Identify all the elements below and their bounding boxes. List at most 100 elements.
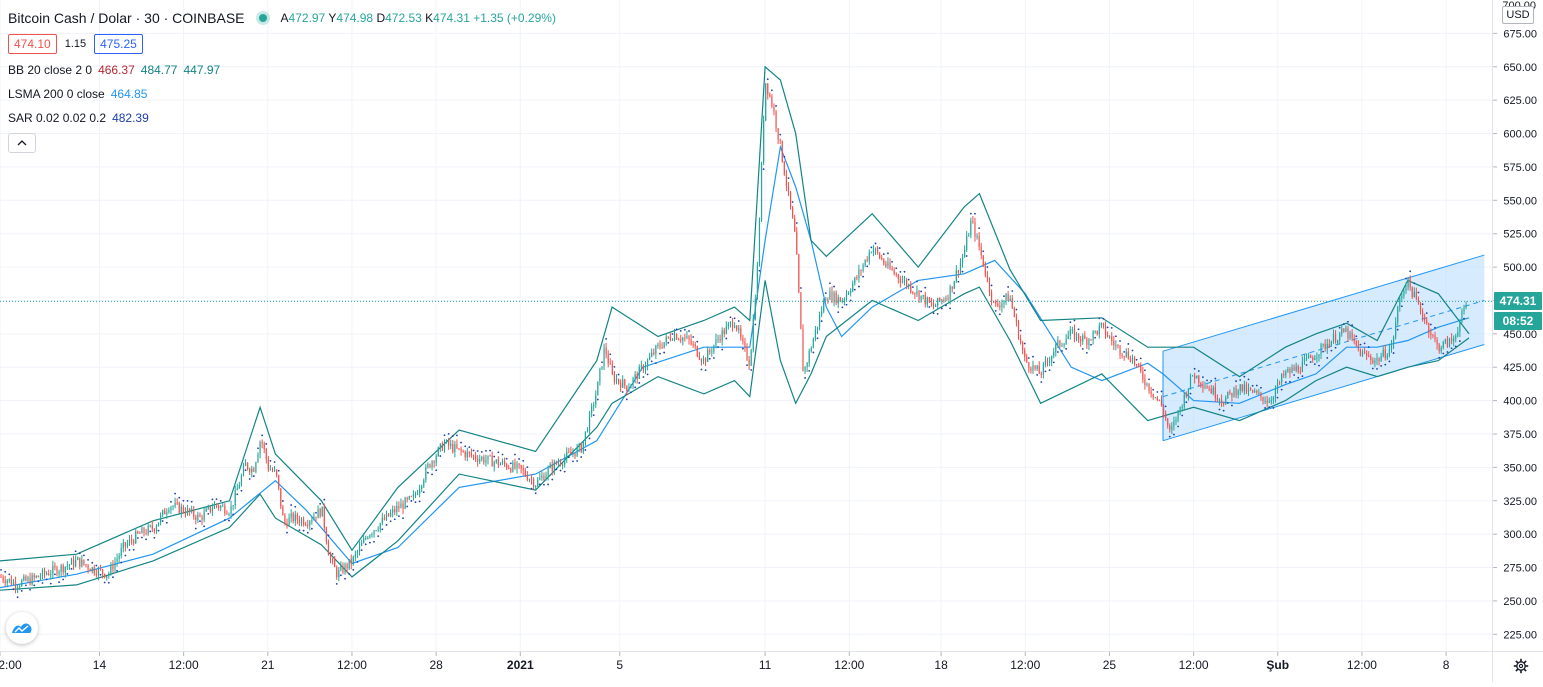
sar-dot — [634, 386, 637, 389]
candle-body — [823, 300, 825, 312]
candle-body — [21, 580, 23, 587]
currency-label[interactable]: USD — [1502, 6, 1534, 24]
indicator-sar[interactable]: SAR 0.02 0.02 0.2 482.39 — [8, 106, 556, 130]
symbol-title[interactable]: Bitcoin Cash / Dolar · 30 · COINBASE — [8, 10, 245, 26]
candle-body — [555, 461, 557, 465]
candle-body — [184, 512, 187, 515]
sar-dot — [1334, 346, 1337, 349]
sar-dot — [1305, 364, 1308, 366]
candle-body — [549, 464, 551, 469]
indicator-lsma[interactable]: LSMA 200 0 close 464.85 — [8, 82, 556, 106]
candle-body — [771, 96, 773, 107]
sar-dot — [1173, 433, 1175, 436]
candle-body — [1171, 426, 1173, 430]
candle-body — [236, 488, 238, 491]
candle-body — [373, 530, 375, 535]
candle-body — [331, 559, 334, 561]
candle-body — [1092, 331, 1094, 340]
sar-dot — [1371, 367, 1374, 370]
candle-body — [514, 462, 516, 469]
sar-dot — [252, 475, 255, 477]
candle-body — [704, 358, 707, 362]
candle-body — [984, 266, 986, 276]
candle-body — [868, 252, 870, 261]
candle-body — [159, 514, 162, 523]
candle-body — [835, 292, 837, 304]
sar-dot — [128, 549, 131, 551]
chart-area[interactable] — [0, 0, 1492, 651]
time-axis[interactable]: 2:00 14 12:00 21 12:00 28 2021 5 11 12:00 18 12:00 2… — [0, 651, 1492, 682]
sar-dot — [348, 573, 351, 575]
candle-body — [276, 469, 278, 476]
candle-body — [1457, 332, 1459, 337]
candle-body — [226, 513, 228, 515]
gear-icon[interactable] — [1510, 655, 1532, 677]
candle-body — [224, 505, 226, 514]
price-chart[interactable] — [0, 0, 1492, 651]
sar-dot — [244, 469, 247, 471]
buy-price-button[interactable]: 475.25 — [94, 34, 143, 54]
sar-dot — [1185, 401, 1188, 404]
candle-body — [1334, 334, 1337, 343]
candle-body — [244, 462, 247, 467]
candle-body — [1138, 364, 1140, 366]
sar-dot — [1181, 414, 1184, 417]
candle-body — [385, 513, 388, 520]
candle-body — [1057, 340, 1059, 344]
candle-body — [736, 325, 738, 331]
tradingview-logo-icon[interactable] — [6, 612, 38, 644]
chevron-up-icon[interactable] — [8, 133, 36, 153]
candle-body — [110, 564, 112, 574]
candle-body — [605, 347, 607, 355]
sar-dot — [936, 312, 939, 315]
candle-body — [1088, 339, 1090, 346]
sar-dot — [16, 596, 19, 599]
candle-body — [54, 565, 56, 568]
candle-body — [271, 469, 274, 471]
candle-body — [845, 293, 848, 299]
candle-body — [501, 461, 504, 464]
candle-body — [207, 506, 209, 509]
sar-dot — [290, 504, 293, 506]
candle-body — [195, 516, 197, 521]
candle-body — [1303, 358, 1306, 362]
candle-body — [371, 534, 373, 536]
candle-body — [456, 444, 458, 449]
candle-body — [1048, 361, 1051, 363]
sar-dot — [497, 451, 500, 454]
low-value: 472.53 — [385, 11, 422, 25]
candle-body — [1392, 337, 1395, 345]
sar-dot — [1090, 343, 1092, 346]
candle-body — [1442, 341, 1444, 348]
sar-dot — [464, 445, 467, 448]
candle-body — [939, 297, 941, 302]
candle-body — [400, 503, 402, 509]
candle-body — [1107, 335, 1109, 337]
candle-body — [1225, 397, 1227, 405]
candle-body — [354, 553, 356, 557]
price-tick-label: 450.00 — [1503, 329, 1537, 341]
candle-body — [2, 576, 4, 581]
candle-body — [1328, 344, 1330, 347]
sar-dot — [841, 306, 844, 309]
candle-body — [829, 291, 831, 300]
candle-body — [124, 542, 126, 547]
sar-dot — [451, 435, 454, 437]
candle-body — [1395, 322, 1397, 338]
candle-body — [429, 464, 431, 468]
candle-body — [899, 278, 901, 283]
candle-body — [278, 475, 280, 489]
sar-dot — [381, 528, 384, 531]
indicator-bb[interactable]: BB 20 close 2 0 466.37 484.77 447.97 — [8, 58, 556, 82]
candle-body — [340, 566, 342, 571]
candle-body — [1366, 352, 1368, 356]
candle-body — [825, 299, 827, 301]
candle-body — [1096, 330, 1098, 335]
sar-dot — [887, 252, 889, 255]
candle-body — [218, 505, 220, 509]
sar-dot — [1069, 321, 1072, 324]
candle-body — [60, 565, 62, 572]
candle-body — [474, 455, 477, 460]
sar-dot — [368, 541, 371, 544]
sell-price-button[interactable]: 474.10 — [8, 34, 57, 54]
